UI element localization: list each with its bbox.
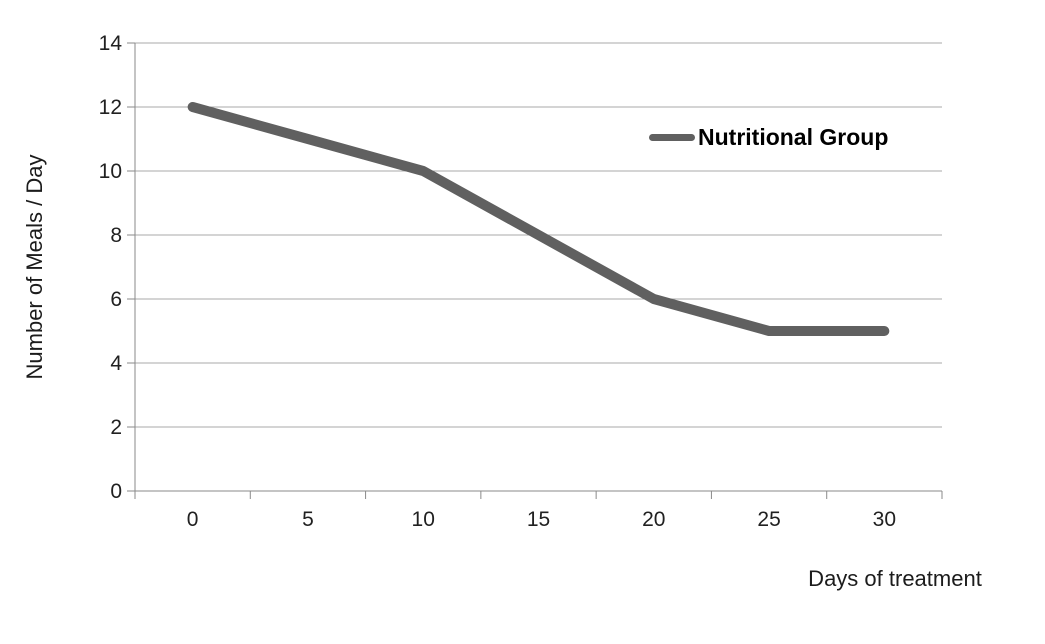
y-tick-label: 10 — [99, 160, 122, 183]
x-tick-label: 0 — [187, 508, 199, 531]
y-tick-label: 8 — [110, 224, 122, 247]
y-tick-label: 14 — [99, 32, 123, 55]
legend-line-marker — [649, 133, 695, 141]
y-tick-label: 4 — [110, 352, 122, 375]
y-tick-label: 12 — [99, 96, 122, 119]
y-tick-label: 0 — [110, 480, 122, 503]
x-tick-label: 10 — [412, 508, 435, 531]
x-tick-label: 15 — [527, 508, 550, 531]
x-tick-label: 30 — [873, 508, 896, 531]
y-axis-title: Number of Meals / Day — [22, 154, 47, 380]
x-axis-title: Days of treatment — [808, 566, 982, 591]
x-tick-label: 5 — [302, 508, 314, 531]
legend: Nutritional Group — [649, 123, 888, 151]
y-tick-label: 2 — [110, 416, 122, 439]
x-tick-label: 20 — [642, 508, 665, 531]
legend-label: Nutritional Group — [698, 124, 889, 150]
x-tick-label: 25 — [757, 508, 780, 531]
series-line — [187, 102, 890, 336]
y-tick-label: 6 — [110, 288, 122, 311]
